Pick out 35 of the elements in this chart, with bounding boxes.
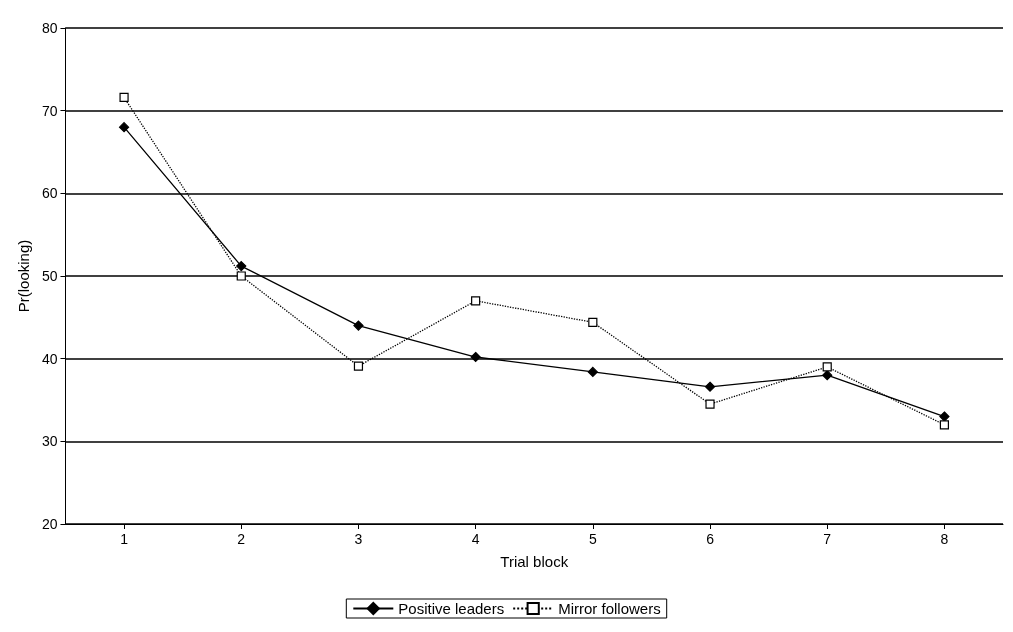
point <box>236 271 246 281</box>
y-tick-label: 70 <box>41 102 58 119</box>
point <box>822 370 833 381</box>
point <box>588 317 598 327</box>
point <box>119 92 129 103</box>
point <box>704 381 716 392</box>
point <box>822 362 832 372</box>
point <box>470 351 481 363</box>
x-tick-label: 2 <box>237 531 246 547</box>
point <box>236 260 247 272</box>
point <box>939 420 949 430</box>
point <box>471 296 481 306</box>
x-tick-label: 1 <box>120 531 129 547</box>
x-tick-label: 8 <box>940 531 949 547</box>
point <box>353 320 364 331</box>
point <box>705 399 715 409</box>
point <box>118 122 130 133</box>
x-tick-label: 7 <box>823 531 832 547</box>
legend-label: Positive leaders <box>398 600 505 617</box>
y-tick-label: 40 <box>41 350 58 367</box>
point <box>353 361 364 371</box>
x-tick-label: 4 <box>471 531 480 547</box>
y-tick-label: 60 <box>41 185 58 202</box>
point <box>939 411 950 422</box>
x-axis-title: Trial block <box>500 553 569 570</box>
y-tick-label: 80 <box>41 20 58 36</box>
x-tick-label: 3 <box>354 531 363 547</box>
y-tick-label: 30 <box>41 433 58 450</box>
y-axis-title: Pr(looking) <box>15 239 32 313</box>
y-tick-label: 50 <box>41 268 58 284</box>
x-tick-label: 5 <box>588 531 597 547</box>
point <box>587 366 598 377</box>
legend-label: Mirror followers <box>558 600 661 617</box>
y-tick-label: 20 <box>41 516 58 532</box>
x-tick-label: 6 <box>706 531 715 547</box>
